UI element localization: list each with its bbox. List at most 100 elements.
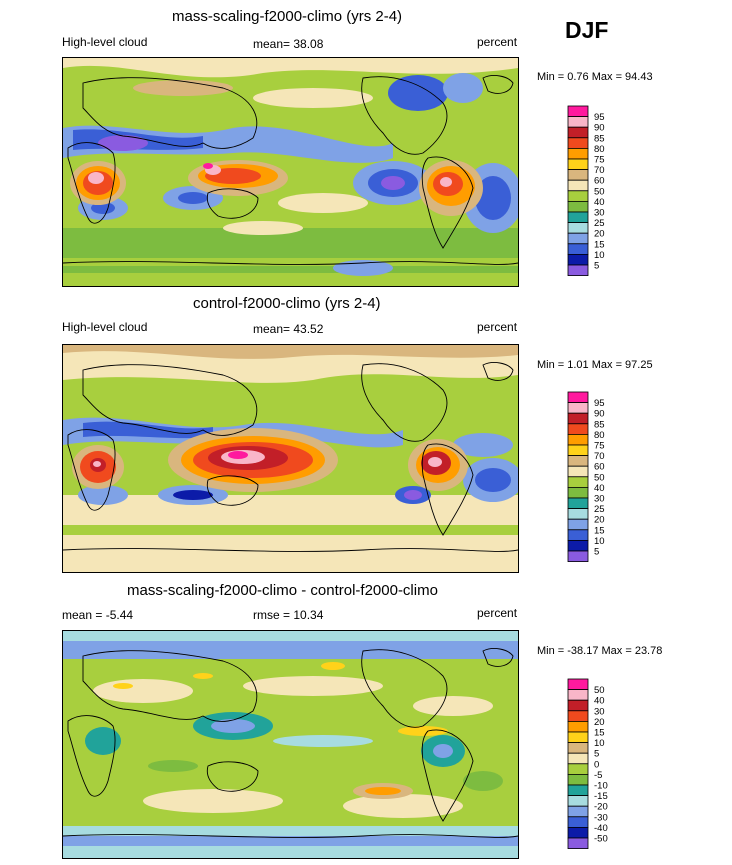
panel-1-mean-label: mean= 38.08 xyxy=(253,37,324,51)
colorbar-3-label-14: -50 xyxy=(594,834,608,845)
colorbar-3-label-4: 15 xyxy=(594,728,605,739)
colorbar-1-swatch-4 xyxy=(567,148,589,160)
colorbar-3-swatch-14 xyxy=(567,826,589,839)
colorbar-1-swatch-6 xyxy=(567,169,589,181)
panel-2-units-label: percent xyxy=(477,320,518,334)
panel-2-mean-label: mean= 43.52 xyxy=(253,322,324,336)
colorbar-2-swatch-9 xyxy=(567,487,589,499)
colorbar-3-swatch-10 xyxy=(567,784,589,797)
colorbar-1-swatch-15 xyxy=(567,264,589,277)
colorbar-1-swatch-8 xyxy=(567,190,589,202)
colorbar-3-swatch-4 xyxy=(567,721,589,733)
colorbar-3-swatch-12 xyxy=(567,805,589,818)
colorbar-1-label-4: 75 xyxy=(594,155,605,166)
colorbar-3-label-12: -30 xyxy=(594,812,608,823)
colorbar-1-label-5: 70 xyxy=(594,165,605,176)
colorbar-1-label-12: 15 xyxy=(594,239,605,250)
panel-3-rmse-label: rmse = 10.34 xyxy=(253,608,324,622)
colorbar-1-label-10: 25 xyxy=(594,218,605,229)
colorbar-2-swatch-1 xyxy=(567,402,589,414)
colorbar-1-label-6: 60 xyxy=(594,176,605,187)
colorbar-1-swatch-10 xyxy=(567,211,589,224)
colorbar-3-swatch-6 xyxy=(567,742,589,754)
colorbar-1-swatch-2 xyxy=(567,126,589,139)
colorbar-3-swatch-11 xyxy=(567,795,589,807)
colorbar-2-swatch-0 xyxy=(567,391,589,404)
colorbar-2-label-5: 70 xyxy=(594,451,605,462)
colorbar-3-label-2: 30 xyxy=(594,706,605,717)
panel-3-mean-label: mean = -5.44 xyxy=(62,608,134,622)
colorbar-2-label-1: 90 xyxy=(594,409,605,420)
colorbar-2-swatch-5 xyxy=(567,444,589,457)
colorbar-3-swatch-1 xyxy=(567,689,589,701)
colorbar-1-swatch-14 xyxy=(567,253,589,266)
panel-3-contour-field xyxy=(62,631,519,858)
colorbar-2-label-0: 95 xyxy=(594,398,605,409)
colorbar-1-label-14: 5 xyxy=(594,261,599,272)
colorbar-2-swatch-4 xyxy=(567,434,589,446)
colorbar-2-label-3: 80 xyxy=(594,430,605,441)
colorbar-1-swatch-12 xyxy=(567,232,589,245)
colorbar-1-label-0: 95 xyxy=(594,112,605,123)
panel-3-units-label: percent xyxy=(477,606,518,620)
colorbar-2-swatch-12 xyxy=(567,518,589,531)
colorbar-3-label-9: -10 xyxy=(594,781,608,792)
colorbar-1-swatch-0 xyxy=(567,105,589,118)
colorbar-2-swatch-7 xyxy=(567,465,589,478)
panel-1-variable-label: High-level cloud xyxy=(62,35,148,49)
season-label: DJF xyxy=(565,17,609,43)
panel-1-units-label: percent xyxy=(477,35,518,49)
colorbar-1-label-13: 10 xyxy=(594,250,605,261)
colorbar-3-label-10: -15 xyxy=(594,791,608,802)
colorbar-2-label-9: 30 xyxy=(594,494,605,505)
colorbar-1-label-7: 50 xyxy=(594,186,605,197)
panel-1-minmax: Min = 0.76 Max = 94.43 xyxy=(537,71,653,83)
colorbar-2-swatch-6 xyxy=(567,455,589,467)
colorbar-3-swatch-7 xyxy=(567,752,589,765)
colorbar-3-label-13: -40 xyxy=(594,823,608,834)
panel-2-variable-label: High-level cloud xyxy=(62,320,148,334)
colorbar-3-swatch-9 xyxy=(567,774,589,786)
colorbar-2-label-6: 60 xyxy=(594,462,605,473)
colorbar-2-label-8: 40 xyxy=(594,483,605,494)
colorbar-2-swatch-2 xyxy=(567,412,589,425)
colorbar-1-label-9: 30 xyxy=(594,208,605,219)
colorbar-3-label-5: 10 xyxy=(594,738,605,749)
colorbar-1-swatch-11 xyxy=(567,222,589,234)
panel-2-minmax: Min = 1.01 Max = 97.25 xyxy=(537,359,653,371)
panel-1-title: mass-scaling-f2000-climo (yrs 2-4) xyxy=(172,8,403,25)
colorbar-1-label-8: 40 xyxy=(594,197,605,208)
colorbar-1-swatch-3 xyxy=(567,137,589,149)
panel-2-contour-field xyxy=(62,345,523,572)
colorbar-1-label-3: 80 xyxy=(594,144,605,155)
colorbar-3-label-8: -5 xyxy=(594,770,602,781)
colorbar-2-swatch-15 xyxy=(567,550,589,563)
colorbar-1-swatch-5 xyxy=(567,158,589,171)
panel-1-contour-field xyxy=(62,58,523,286)
colorbar-2-label-4: 75 xyxy=(594,441,605,452)
panel-2-title: control-f2000-climo (yrs 2-4) xyxy=(193,295,381,312)
panel-1-map xyxy=(62,57,523,287)
colorbar-2-swatch-3 xyxy=(567,423,589,435)
colorbar-3-label-1: 40 xyxy=(594,696,605,707)
colorbar-3-swatch-0 xyxy=(567,678,589,691)
colorbar-2-swatch-10 xyxy=(567,497,589,510)
colorbar-2-swatch-8 xyxy=(567,476,589,488)
colorbar-3-swatch-5 xyxy=(567,731,589,744)
colorbar-1-label-11: 20 xyxy=(594,229,605,240)
panel-3-map xyxy=(62,630,519,859)
colorbar-3-label-6: 5 xyxy=(594,749,599,760)
colorbar-2-swatch-14 xyxy=(567,539,589,552)
colorbar-2-label-7: 50 xyxy=(594,472,605,483)
colorbar-1-swatch-1 xyxy=(567,116,589,128)
colorbar-3-swatch-13 xyxy=(567,816,589,828)
colorbar-2-swatch-11 xyxy=(567,508,589,520)
colorbar-1-swatch-9 xyxy=(567,201,589,213)
colorbar-2-label-12: 15 xyxy=(594,525,605,536)
colorbar-3-label-3: 20 xyxy=(594,717,605,728)
colorbar-1-label-1: 90 xyxy=(594,123,605,134)
colorbar-3-label-7: 0 xyxy=(594,759,599,770)
